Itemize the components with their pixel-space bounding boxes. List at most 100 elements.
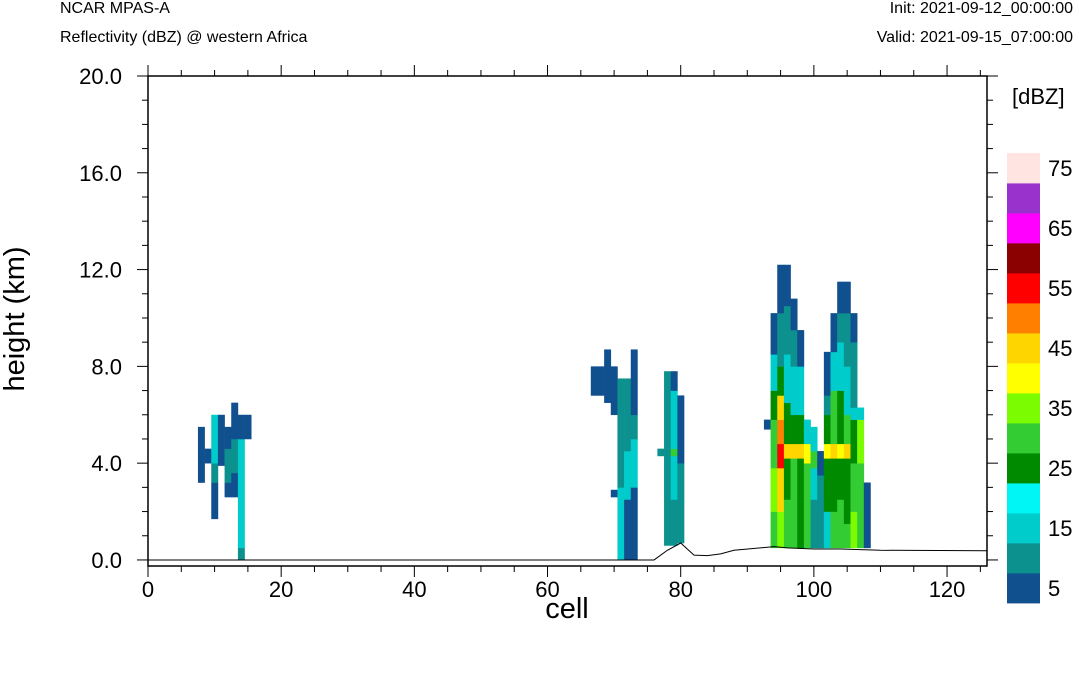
- reflectivity-cell: [783, 264, 791, 307]
- colorbar-label: 55: [1048, 276, 1072, 301]
- colorbar-swatch: [1007, 483, 1040, 514]
- reflectivity-cell: [670, 448, 678, 457]
- reflectivity-cell: [670, 455, 678, 500]
- reflectivity-cell: [224, 426, 232, 449]
- reflectivity-cell: [597, 366, 605, 396]
- reflectivity-cell: [857, 419, 865, 464]
- reflectivity-cell: [843, 458, 851, 524]
- init-time: Init: 2021-09-12_00:00:00: [889, 0, 1073, 17]
- reflectivity-cell: [797, 366, 805, 416]
- reflectivity-cell: [850, 511, 858, 549]
- colorbar-label: 65: [1048, 216, 1072, 241]
- reflectivity-cell: [777, 366, 785, 396]
- reflectivity-cell: [211, 482, 219, 520]
- field-subtitle: Reflectivity (dBZ) @ western Africa: [60, 29, 308, 46]
- reflectivity-cell: [823, 395, 831, 416]
- colorbar-swatch: [1007, 573, 1040, 604]
- x-tick-labels: 0 20 40 60 80 100 120: [142, 577, 966, 602]
- colorbar-swatch: [1007, 543, 1040, 574]
- x-tick-label: 120: [929, 577, 966, 602]
- reflectivity-cell: [803, 419, 811, 445]
- reflectivity-cell: [770, 511, 778, 549]
- x-tick-label: 100: [796, 577, 833, 602]
- colorbar-swatch: [1007, 153, 1040, 184]
- reflectivity-cell: [617, 451, 625, 488]
- reflectivity-cell: [677, 463, 685, 544]
- reflectivity-cell: [823, 443, 831, 459]
- reflectivity-cell: [837, 342, 845, 391]
- reflectivity-cell: [770, 313, 778, 355]
- reflectivity-cell: [231, 438, 239, 474]
- colorbar-swatch: [1007, 453, 1040, 484]
- x-tick-label: 0: [142, 577, 154, 602]
- colorbar-swatch: [1007, 243, 1040, 274]
- reflectivity-cell: [863, 482, 871, 549]
- reflectivity-cell: [244, 414, 252, 440]
- reflectivity-cell: [770, 354, 778, 391]
- reflectivity-cell: [837, 499, 845, 549]
- reflectivity-cell: [803, 443, 811, 464]
- reflectivity-cell: [797, 414, 805, 445]
- reflectivity-cell: [797, 443, 805, 459]
- axis-ticks: [137, 65, 998, 577]
- reflectivity-cell: [231, 402, 239, 440]
- reflectivity-cells: [197, 264, 871, 561]
- reflectivity-cell: [823, 351, 831, 396]
- y-tick-label: 0.0: [91, 548, 122, 573]
- reflectivity-cell: [664, 448, 672, 546]
- reflectivity-cell: [830, 351, 838, 391]
- reflectivity-cell: [777, 443, 785, 469]
- reflectivity-cell: [770, 468, 778, 512]
- reflectivity-cell: [830, 313, 838, 353]
- y-tick-label: 8.0: [91, 354, 122, 379]
- colorbar-swatch: [1007, 363, 1040, 394]
- reflectivity-cell: [790, 458, 798, 549]
- reflectivity-cell: [843, 366, 851, 416]
- reflectivity-cell: [204, 448, 212, 464]
- reflectivity-cell: [237, 438, 245, 549]
- reflectivity-cell: [630, 414, 638, 440]
- reflectivity-cell: [823, 511, 831, 549]
- reflectivity-cell: [217, 414, 225, 466]
- reflectivity-cell: [624, 499, 632, 561]
- reflectivity-cell: [624, 378, 632, 452]
- colorbar-label: 75: [1048, 156, 1072, 181]
- reflectivity-cell: [850, 407, 858, 420]
- reflectivity-cell: [610, 366, 618, 416]
- colorbar-label: 45: [1048, 336, 1072, 361]
- reflectivity-cell: [857, 463, 865, 524]
- reflectivity-cell: [830, 458, 838, 512]
- reflectivity-cell: [850, 313, 858, 343]
- colorbar: [1007, 153, 1040, 604]
- reflectivity-cell: [763, 419, 771, 430]
- reflectivity-cell: [770, 390, 778, 420]
- reflectivity-cell: [657, 448, 665, 457]
- colorbar-label: 35: [1048, 396, 1072, 421]
- reflectivity-cell: [237, 414, 245, 440]
- reflectivity-cell: [590, 366, 598, 396]
- reflectivity-cell: [857, 523, 865, 549]
- reflectivity-cell: [837, 443, 845, 459]
- colorbar-swatch: [1007, 213, 1040, 244]
- reflectivity-cell: [790, 414, 798, 445]
- y-tick-label: 20.0: [79, 64, 122, 89]
- reflectivity-cell: [810, 451, 818, 469]
- reflectivity-cell: [664, 371, 672, 449]
- reflectivity-cell: [797, 458, 805, 549]
- colorbar-swatch: [1007, 423, 1040, 454]
- reflectivity-cell: [783, 458, 791, 500]
- reflectivity-cell: [224, 448, 232, 483]
- reflectivity-cell: [783, 443, 791, 459]
- colorbar-swatch: [1007, 303, 1040, 334]
- reflectivity-cell: [777, 468, 785, 512]
- reflectivity-cell: [850, 419, 858, 464]
- reflectivity-cell: [830, 443, 838, 459]
- plot-frame: [147, 75, 988, 567]
- terrain-line: [148, 542, 988, 561]
- reflectivity-cell: [670, 499, 678, 546]
- reflectivity-cell: [797, 330, 805, 367]
- colorbar-label: 25: [1048, 456, 1072, 481]
- reflectivity-cell: [211, 414, 219, 464]
- reflectivity-cell: [211, 463, 219, 483]
